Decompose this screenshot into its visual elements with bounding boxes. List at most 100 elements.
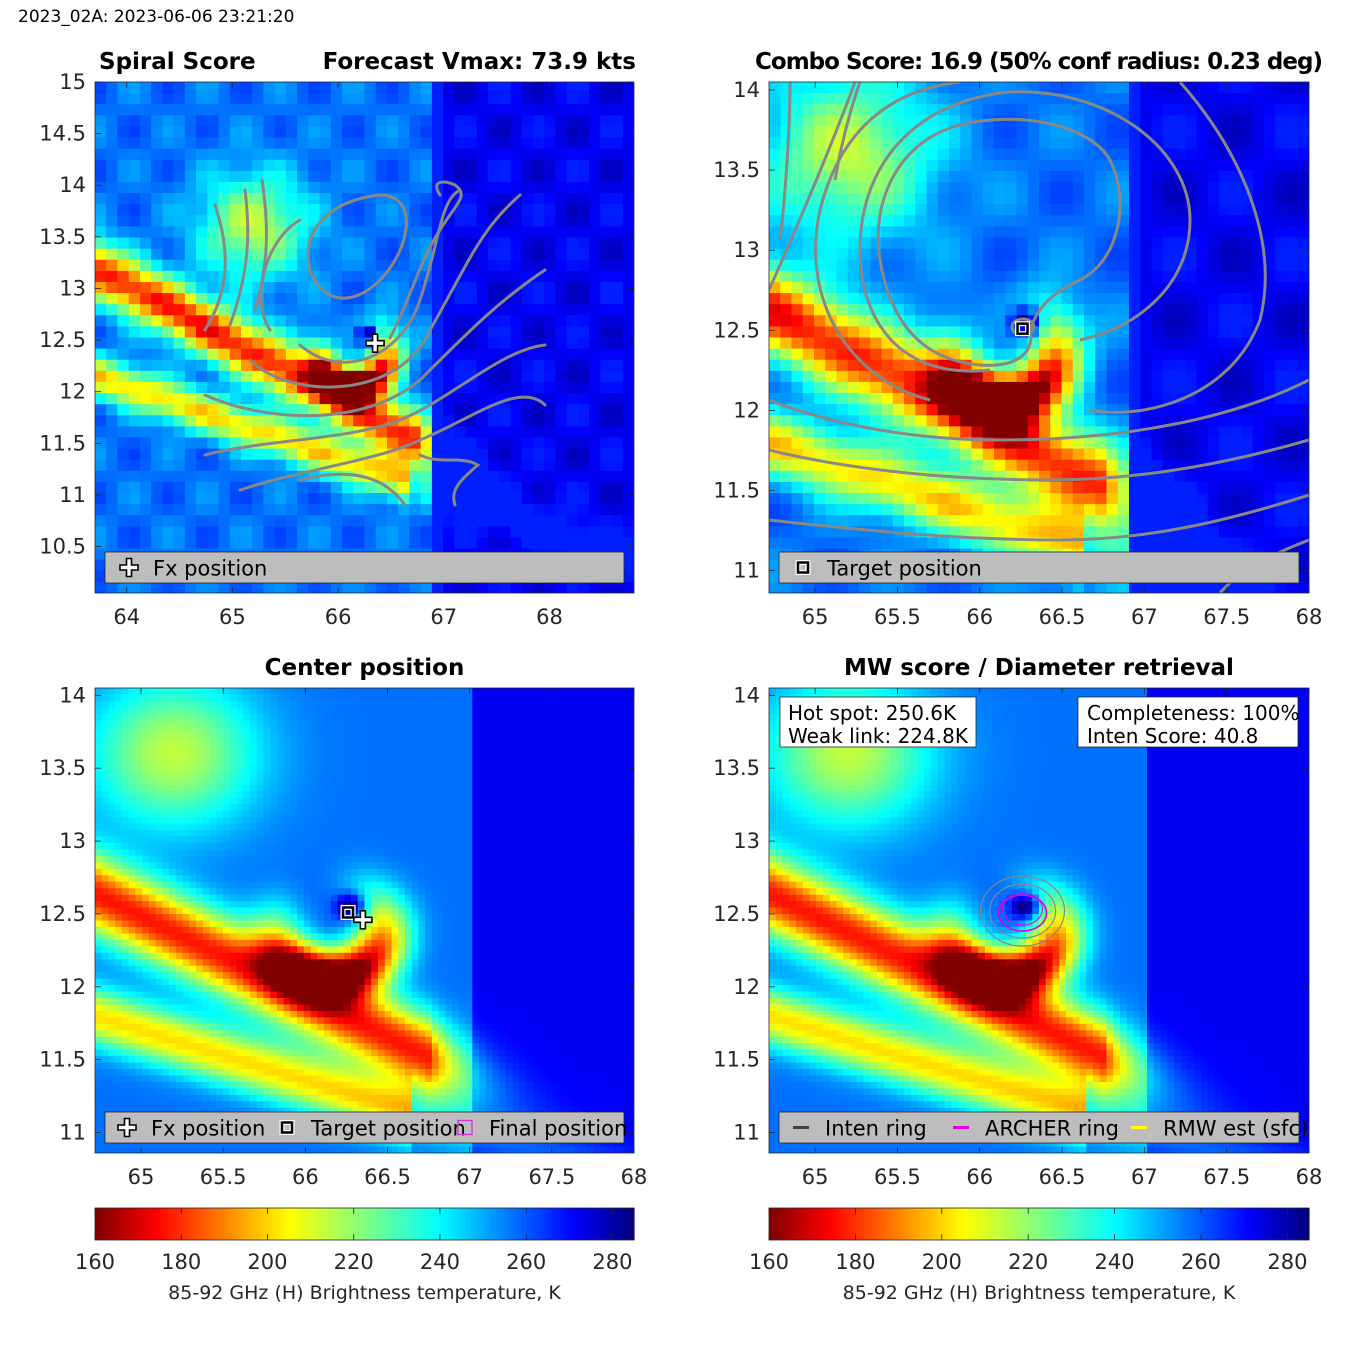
heatmap-cell — [960, 104, 973, 116]
heatmap-cell — [769, 204, 781, 216]
heatmap-cell — [443, 537, 455, 550]
heatmap-cell — [1275, 526, 1288, 539]
heatmap-cell — [1174, 504, 1186, 516]
heatmap-cell — [101, 939, 110, 947]
heatmap-cell — [1185, 281, 1198, 294]
heatmap-cell — [121, 797, 130, 805]
heatmap-cell — [139, 237, 152, 250]
heatmap-cell — [814, 148, 826, 161]
heatmap-cell — [1230, 226, 1243, 239]
heatmap-cell — [859, 137, 871, 150]
heatmap-cell — [915, 237, 928, 250]
heatmap-cell — [499, 348, 512, 361]
heatmap-cell — [95, 470, 107, 483]
heatmap-cell — [128, 1023, 137, 1031]
heatmap-cell — [409, 526, 422, 539]
heatmap-cell — [308, 93, 321, 105]
heatmap-cell — [196, 437, 208, 450]
heatmap-cell — [1162, 426, 1175, 439]
heatmap-cell — [319, 481, 332, 494]
heatmap-cell — [151, 504, 163, 516]
heatmap-cell — [173, 448, 186, 461]
heatmap-cell — [443, 348, 455, 361]
heatmap-cell — [1027, 448, 1040, 461]
heatmap-cell — [836, 104, 849, 116]
heatmap-cell — [263, 137, 276, 150]
heatmap-cell — [115, 907, 123, 915]
heatmap-cell — [135, 784, 143, 792]
heatmap-cell — [319, 581, 332, 593]
heatmap-cell — [589, 93, 601, 105]
heatmap-cell — [409, 82, 422, 94]
heatmap-cell — [1174, 126, 1186, 139]
heatmap-cell — [240, 281, 253, 294]
heatmap-cell — [859, 93, 871, 105]
heatmap-cell — [1286, 193, 1299, 205]
heatmap-cell — [1174, 115, 1186, 128]
heatmap-cell — [375, 159, 388, 172]
heatmap-cell — [971, 159, 984, 172]
heatmap-cell — [1207, 537, 1220, 550]
heatmap-cell — [409, 237, 422, 250]
heatmap-cell — [128, 1004, 137, 1012]
heatmap-cell — [892, 226, 905, 239]
heatmap-cell — [544, 493, 556, 505]
heatmap-cell — [521, 137, 534, 150]
heatmap-cell — [499, 337, 512, 350]
y-tick-label: 10.5 — [39, 535, 86, 559]
heatmap-cell — [95, 1101, 103, 1109]
heatmap-cell — [151, 293, 163, 305]
heatmap-cell — [465, 159, 478, 172]
heatmap-cell — [454, 581, 467, 593]
heatmap-cell — [892, 404, 905, 416]
heatmap-cell — [1196, 359, 1209, 372]
heatmap-cell — [95, 93, 107, 105]
heatmap-cell — [510, 270, 523, 283]
heatmap-cell — [95, 193, 107, 205]
heatmap-cell — [297, 504, 309, 516]
heatmap-cell — [330, 215, 343, 228]
heatmap-cell — [1196, 526, 1209, 539]
heatmap-cell — [454, 248, 467, 261]
heatmap-cell — [802, 381, 815, 394]
heatmap-cell — [128, 104, 141, 116]
heatmap-cell — [364, 170, 377, 183]
heatmap-cell — [1219, 159, 1231, 172]
heatmap-cell — [555, 115, 568, 128]
heatmap-cell — [196, 215, 208, 228]
heatmap-cell — [330, 204, 343, 216]
heatmap-cell — [994, 170, 1006, 183]
heatmap-cell — [566, 159, 579, 172]
heatmap-cell — [409, 404, 422, 416]
heatmap-cell — [285, 493, 298, 505]
heatmap-cell — [622, 348, 634, 361]
heatmap-cell — [1072, 315, 1085, 327]
heatmap-cell — [139, 304, 152, 316]
heatmap-cell — [95, 1146, 103, 1153]
heatmap-cell — [521, 126, 534, 139]
heatmap-cell — [1061, 104, 1074, 116]
contour-line — [203, 268, 547, 418]
heatmap-cell — [454, 104, 467, 116]
heatmap-cell — [870, 148, 883, 161]
heatmap-cell — [263, 381, 276, 394]
heatmap-cell — [566, 415, 579, 427]
heatmap-cell — [780, 137, 793, 150]
heatmap-cell — [566, 393, 579, 405]
heatmap-cell — [95, 694, 103, 702]
heatmap-cell — [1061, 204, 1074, 216]
heatmap-cell — [802, 137, 815, 150]
heatmap-cell — [476, 415, 489, 427]
heatmap-cell — [398, 193, 411, 205]
heatmap-cell — [330, 82, 343, 94]
heatmap-cell — [319, 448, 332, 461]
heatmap-cell — [128, 1094, 137, 1102]
heatmap-cell — [611, 515, 624, 527]
heatmap-cell — [330, 237, 343, 250]
heatmap-cell — [121, 998, 130, 1006]
heatmap-cell — [622, 126, 634, 139]
heatmap-cell — [106, 493, 119, 505]
heatmap-cell — [1241, 293, 1254, 305]
heatmap-cell — [1129, 82, 1141, 94]
heatmap-cell — [386, 281, 399, 294]
